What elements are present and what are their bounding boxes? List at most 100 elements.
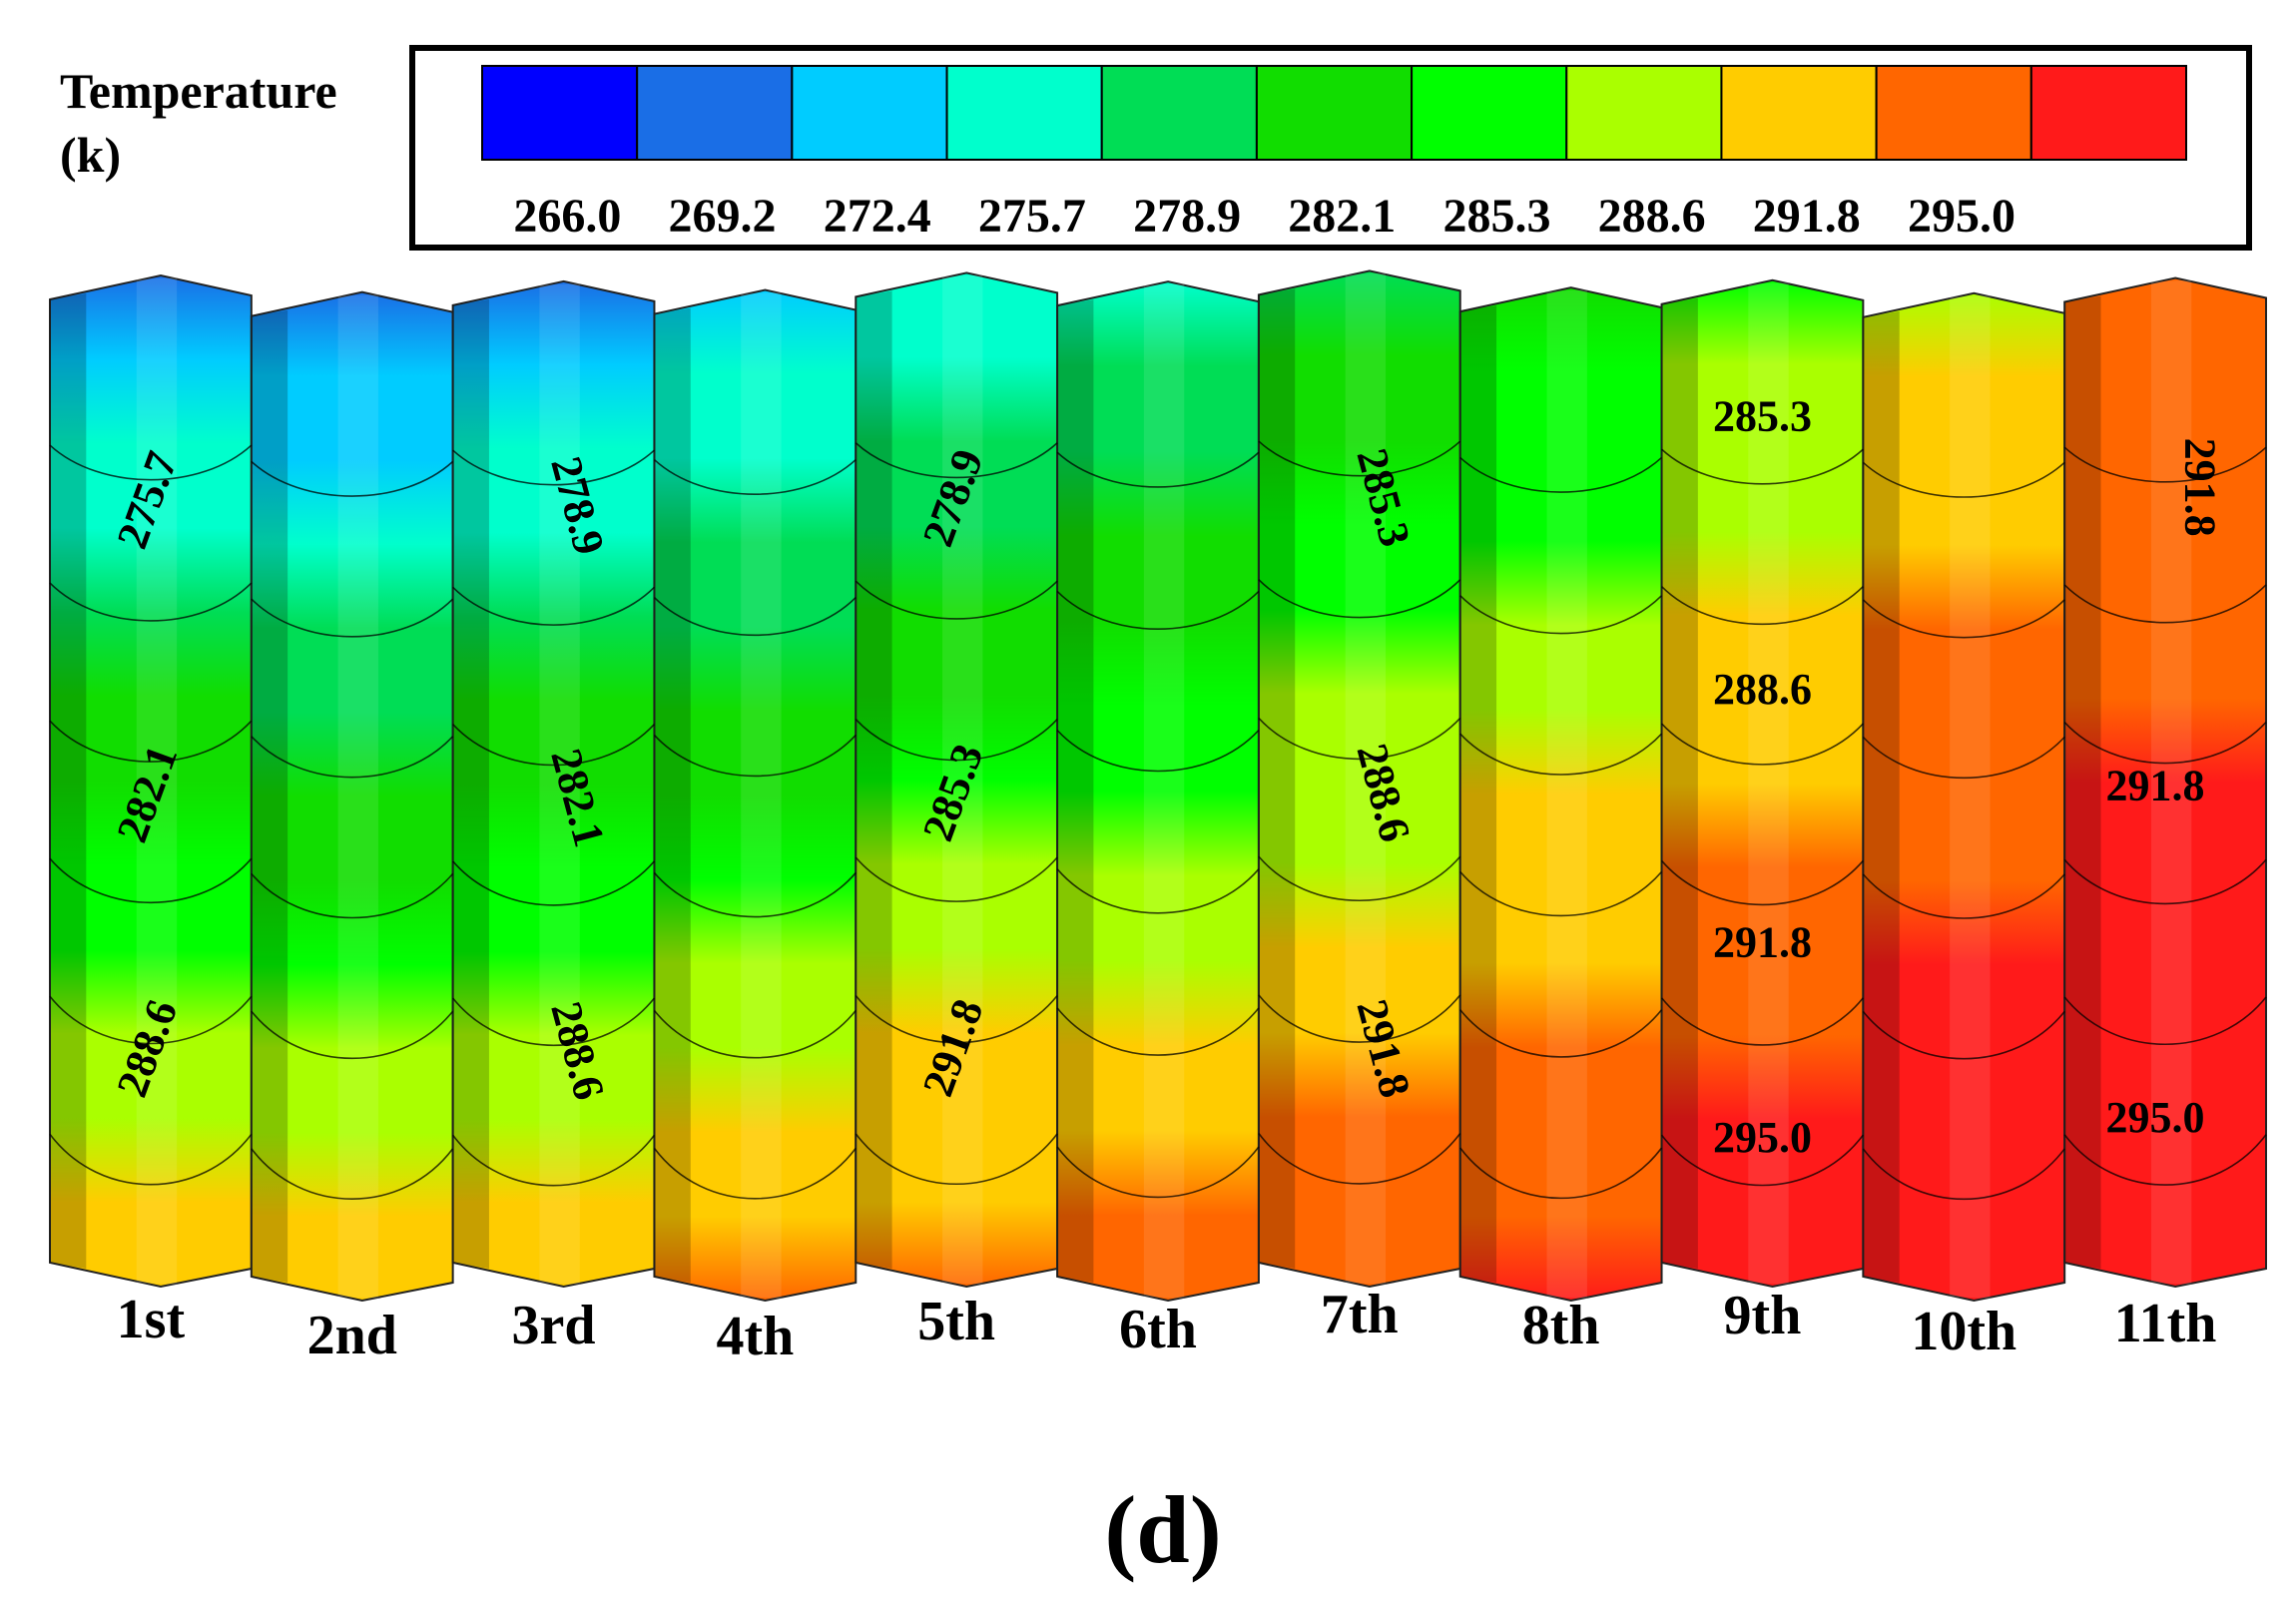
contour-line bbox=[653, 734, 857, 778]
colorbar-tick-label: 272.4 bbox=[824, 190, 931, 243]
contour-line bbox=[2063, 584, 2267, 624]
contour-line bbox=[452, 449, 655, 486]
fold-highlight bbox=[741, 291, 782, 1299]
contour-line bbox=[2063, 722, 2267, 765]
contour-line bbox=[451, 1134, 656, 1187]
colorbar-tick-label: 269.2 bbox=[669, 190, 777, 243]
contour-lines bbox=[49, 440, 2267, 1200]
fold-highlight bbox=[2150, 279, 2192, 1285]
contour-line bbox=[49, 995, 253, 1045]
stage-labels: 1st 2nd 3rd 4th 5th 6th 7th 8th 9th 10th 11th bbox=[117, 1284, 2217, 1367]
colorbar-swatch bbox=[2029, 65, 2188, 161]
fold-highlight bbox=[1950, 294, 1991, 1299]
stage-label: 1st bbox=[117, 1289, 186, 1350]
contour-line bbox=[1459, 870, 1663, 917]
colorbar-swatch bbox=[945, 65, 1103, 161]
contour-line bbox=[1459, 1009, 1663, 1058]
colorbar-swatch bbox=[1720, 65, 1878, 161]
fold-shadow bbox=[654, 307, 691, 1283]
contour-line bbox=[1258, 717, 1461, 761]
contour-line bbox=[855, 994, 1058, 1044]
contour-line bbox=[452, 586, 656, 626]
colorbar-tick-label: 282.1 bbox=[1288, 190, 1396, 243]
contour-line bbox=[251, 736, 454, 779]
contour-line bbox=[1660, 723, 1864, 766]
contour-line bbox=[1258, 855, 1461, 902]
contour-value-label: 295.0 bbox=[1713, 1113, 1812, 1162]
fold-highlight bbox=[1143, 283, 1185, 1299]
contour-line bbox=[1660, 997, 1864, 1046]
contour-line bbox=[49, 720, 253, 763]
fold-shadow bbox=[2064, 295, 2101, 1269]
contour-line bbox=[855, 580, 1058, 620]
stage-label: 4th bbox=[716, 1306, 794, 1367]
contour-value-label: 291.8 bbox=[2175, 438, 2224, 537]
contour-line bbox=[251, 1010, 454, 1059]
colorbar bbox=[481, 65, 2188, 161]
stage-label: 11th bbox=[2114, 1293, 2217, 1354]
fold-shadow bbox=[1661, 297, 1698, 1270]
contour-line bbox=[251, 872, 454, 919]
fold-highlight bbox=[1748, 281, 1789, 1286]
contour-line bbox=[49, 857, 253, 904]
contour-line bbox=[1862, 736, 2065, 780]
colorbar-swatch bbox=[481, 65, 639, 161]
colorbar-swatch bbox=[1100, 65, 1258, 161]
contour-line bbox=[1258, 440, 1461, 477]
contour-line bbox=[2063, 446, 2267, 483]
fold-shadow bbox=[1057, 299, 1094, 1283]
contour-line bbox=[1459, 595, 1663, 635]
contour-line bbox=[1258, 579, 1461, 619]
contour-line bbox=[1660, 1134, 1864, 1187]
stage-label: 8th bbox=[1522, 1295, 1600, 1356]
colorbar-ticks: 266.0 269.2 272.4 275.7 278.9 282.1 285.3 288.6… bbox=[513, 190, 2015, 243]
colorbar-tick-label: 288.6 bbox=[1598, 190, 1706, 243]
stage-label: 6th bbox=[1119, 1299, 1197, 1360]
contour-value-label: 291.8 bbox=[2106, 761, 2205, 809]
contour-line bbox=[452, 860, 656, 906]
fold-highlight bbox=[942, 274, 983, 1286]
colorbar-swatch bbox=[1875, 65, 2032, 161]
stage-label: 10th bbox=[1911, 1301, 2016, 1362]
fold-shadow bbox=[856, 290, 892, 1270]
contour-line bbox=[452, 997, 656, 1046]
legend: Temperature (k) 266.0 269.2 272.4 275.7 278.… bbox=[60, 45, 2252, 251]
contour-value-label: 291.8 bbox=[1713, 918, 1812, 967]
contour-line bbox=[1056, 730, 1260, 773]
stage-panels bbox=[49, 269, 2267, 1303]
contour-line bbox=[1660, 585, 1864, 626]
contour-line bbox=[1056, 868, 1260, 914]
contour-line bbox=[1459, 456, 1663, 493]
colorbar-tick-label: 295.0 bbox=[1908, 190, 2015, 243]
contour-line bbox=[2063, 858, 2267, 905]
contour-line bbox=[49, 444, 253, 481]
contour-line bbox=[1459, 733, 1663, 776]
contour-line bbox=[855, 442, 1058, 479]
contour-line bbox=[251, 460, 454, 497]
fold-shadow bbox=[1258, 288, 1296, 1269]
fold-highlight bbox=[539, 282, 580, 1285]
contour-line bbox=[452, 724, 656, 767]
fold-highlight bbox=[136, 277, 178, 1285]
fold-highlight bbox=[337, 293, 378, 1299]
colorbar-swatch bbox=[1411, 65, 1568, 161]
legend-title: Temperature bbox=[60, 63, 337, 119]
contour-line bbox=[1862, 461, 2065, 498]
fold-shadow bbox=[251, 309, 288, 1283]
fold-shadow bbox=[452, 298, 489, 1269]
contour-line bbox=[653, 871, 857, 918]
stage-label: 3rd bbox=[512, 1295, 596, 1356]
contour-value-label: 288.6 bbox=[1713, 665, 1812, 714]
colorbar-swatch bbox=[1255, 65, 1414, 161]
contour-line bbox=[1056, 590, 1260, 631]
contour-line bbox=[855, 856, 1058, 902]
legend-frame bbox=[409, 45, 2252, 251]
contour-line bbox=[1459, 1147, 1663, 1200]
contour-line bbox=[1258, 994, 1461, 1043]
contour-line bbox=[2063, 996, 2267, 1045]
fold-shadow bbox=[1863, 310, 1900, 1283]
stage-label: 7th bbox=[1321, 1284, 1399, 1345]
contour-line bbox=[653, 458, 857, 495]
colorbar-tick-label: 291.8 bbox=[1753, 190, 1861, 243]
fold-shadow bbox=[50, 293, 87, 1269]
